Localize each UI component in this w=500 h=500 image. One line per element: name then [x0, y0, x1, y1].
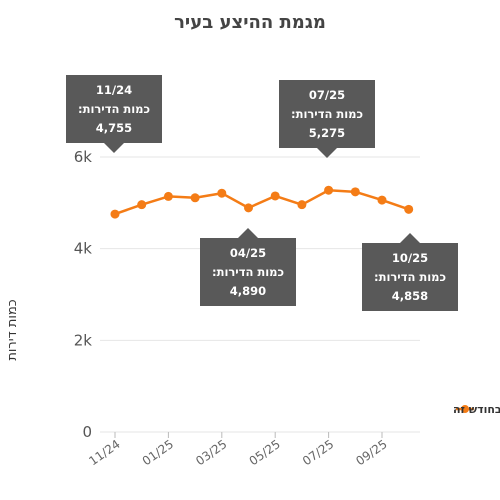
data-point[interactable] [163, 191, 173, 201]
y-axis-ticks: 0 2k 4k 6k [74, 148, 93, 441]
legend-swatch-dot [461, 405, 469, 413]
series-group [110, 185, 414, 219]
callout-box [66, 75, 162, 143]
chart-title: מגמת ההיצע בעיר [174, 12, 326, 33]
callout-date: 10/25 [392, 251, 428, 265]
callout-pointer [104, 143, 124, 153]
data-point[interactable] [217, 188, 227, 198]
callout-11-24: 11/24 כמות הדירות: 4,755 [66, 75, 162, 153]
callout-box [362, 243, 458, 311]
callout-pointer [238, 228, 258, 238]
x-axis-ticks: 11/24 01/25 03/25 05/25 07/25 09/25 [86, 432, 390, 468]
callout-label: כמות הדירות: [291, 107, 363, 121]
callout-label: כמות הדירות: [374, 270, 446, 284]
data-point[interactable] [377, 195, 387, 205]
y-tick-label: 0 [82, 423, 92, 441]
y-axis-label: כמות דירות [5, 299, 20, 360]
x-tick-label: 09/25 [353, 437, 389, 468]
x-tick-label: 03/25 [193, 437, 229, 468]
data-point[interactable] [404, 204, 414, 214]
callout-value: 4,755 [96, 121, 132, 135]
callout-box [200, 238, 296, 306]
callout-value: 4,890 [230, 284, 266, 298]
data-point[interactable] [110, 209, 120, 219]
callout-label: כמות הדירות: [212, 265, 284, 279]
legend[interactable]: כמות הדירות המוצעות בחודש זה [453, 403, 500, 416]
y-tick-label: 2k [74, 331, 93, 349]
callout-pointer [400, 233, 420, 243]
callout-04-25: 04/25 כמות הדירות: 4,890 [200, 228, 296, 306]
x-tick-label: 07/25 [300, 437, 336, 468]
callout-pointer [317, 148, 337, 158]
data-point[interactable] [190, 193, 200, 203]
y-tick-label: 6k [74, 148, 93, 166]
y-tick-label: 4k [74, 240, 93, 258]
callout-value: 4,858 [392, 289, 428, 303]
series-line [114, 188, 410, 216]
x-tick-label: 05/25 [247, 437, 283, 468]
callout-value: 5,275 [309, 126, 345, 140]
callout-07-25: 07/25 כמות הדירות: 5,275 [279, 80, 375, 158]
callout-box [279, 80, 375, 148]
data-point[interactable] [350, 187, 360, 197]
data-point[interactable] [137, 200, 147, 210]
data-point[interactable] [244, 203, 253, 213]
legend-label: כמות הדירות המוצעות בחודש זה [453, 403, 500, 416]
data-point[interactable] [324, 185, 334, 195]
callout-date: 07/25 [309, 88, 345, 102]
callout-label: כמות הדירות: [78, 102, 150, 116]
x-tick-label: 01/25 [140, 437, 176, 468]
callout-date: 11/24 [96, 83, 132, 97]
callout-date: 04/25 [230, 246, 266, 260]
data-point[interactable] [297, 200, 307, 210]
data-point[interactable] [270, 191, 280, 201]
callouts: 11/24 כמות הדירות: 4,755 07/25 כמות הדירות: 5… [66, 75, 458, 311]
callout-10-25: 10/25 כמות הדירות: 4,858 [362, 233, 458, 311]
x-tick-label: 11/24 [86, 437, 122, 468]
